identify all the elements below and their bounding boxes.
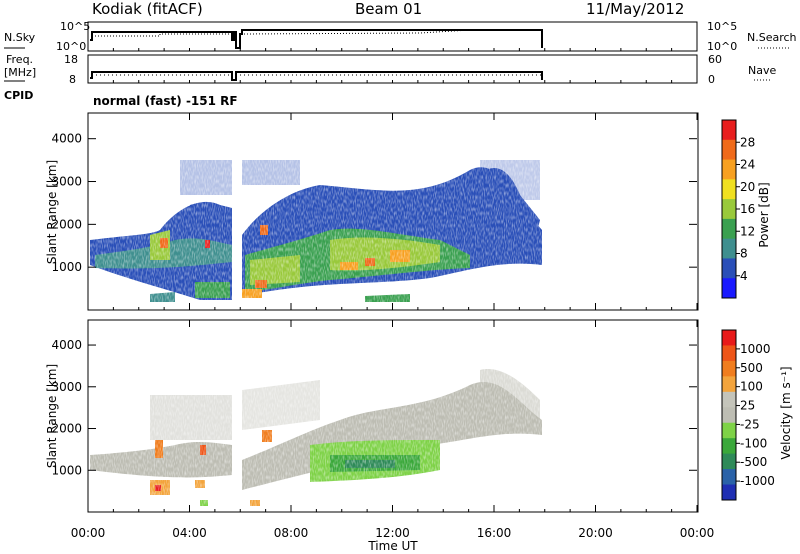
- power-colorbar-label: Power [dB]: [757, 182, 771, 247]
- colorbar-frame: [721, 329, 737, 501]
- velocity-colorbar-label: Velocity [m s⁻¹]: [779, 366, 793, 459]
- colorbar-tick-label: 100: [740, 380, 763, 394]
- nsky-label: N.Sky: [4, 31, 36, 44]
- y-tick-label: 3000: [51, 175, 82, 189]
- x-tick-label: 00:00: [680, 526, 715, 540]
- beam-title: Beam 01: [355, 0, 423, 18]
- freq-unit-label: [MHz]: [4, 66, 36, 79]
- y-tick-label: 2000: [51, 422, 82, 436]
- y-tick-label: 1000: [51, 260, 82, 274]
- y-tick-label: 1000: [51, 463, 82, 477]
- colorbar-segment: [722, 438, 736, 455]
- nsky-tick-top: 10^5: [60, 20, 90, 33]
- power-panel: [87, 112, 699, 311]
- colorbar-tick-label: 12: [740, 224, 755, 238]
- nsearch-label: N.Search: [747, 31, 797, 44]
- x-tick-label: 12:00: [375, 526, 410, 540]
- colorbar-tick-label: 1000: [740, 342, 771, 356]
- date-title: 11/May/2012: [586, 0, 685, 18]
- velocity-ylabel: Slant Range [km]: [45, 364, 59, 468]
- colorbar-segment: [722, 159, 736, 180]
- colorbar-segment: [722, 278, 736, 299]
- y-tick-label: 3000: [51, 380, 82, 394]
- nave-label: Nave: [748, 64, 776, 77]
- colorbar-tick-label: 16: [740, 202, 755, 216]
- colorbar-segment: [722, 453, 736, 470]
- colorbars: 4 8 12 16 20 24 28 1000 500 100 25 -25 -100 -500 -1000: [721, 119, 775, 501]
- colorbar-segment: [722, 469, 736, 486]
- colorbar-tick-label: 500: [740, 361, 763, 375]
- colorbar-segment: [722, 120, 736, 141]
- freq-tick-top: 18: [64, 53, 78, 66]
- colorbar-tick-label: -100: [740, 436, 767, 450]
- axis-ticks: 00:00 04:00 08:00 12:00 16:00 20:00 00:00 1000 2…: [51, 48, 714, 540]
- colorbar-tick-label: 24: [740, 158, 755, 172]
- colorbar-segment: [722, 258, 736, 279]
- colorbar-tick-label: 20: [740, 180, 755, 194]
- colorbar-segment: [722, 238, 736, 259]
- colorbar-segment: [722, 199, 736, 220]
- colorbar-tick-label: -25: [740, 417, 760, 431]
- y-tick-label: 4000: [51, 338, 82, 352]
- x-tick-label: 16:00: [477, 526, 512, 540]
- colorbar-tick-label: 4: [740, 269, 748, 283]
- velocity-panel: [87, 319, 699, 513]
- colorbar-segment: [722, 330, 736, 346]
- colorbar-segment: [722, 360, 736, 377]
- colorbar-segment: [722, 345, 736, 362]
- freq-label: Freq.: [6, 53, 33, 66]
- colorbar-segment: [722, 376, 736, 393]
- cpid-label: CPID: [4, 89, 33, 102]
- cpid-text: normal (fast) -151 RF: [93, 94, 238, 108]
- power-ylabel: Slant Range [km]: [45, 160, 59, 264]
- nave-tick-top: 60: [708, 53, 722, 66]
- x-tick-label: 08:00: [274, 526, 309, 540]
- nsearch-tick-bottom: 10^0: [707, 40, 737, 53]
- strip-panels: [87, 21, 698, 84]
- colorbar-segment: [722, 391, 736, 408]
- colorbar-tick-label: 8: [740, 247, 748, 261]
- y-tick-label: 4000: [51, 132, 82, 146]
- colorbar-tick-label: 25: [740, 399, 755, 413]
- colorbar-segment: [722, 218, 736, 240]
- station-title: Kodiak (fitACF): [92, 0, 203, 18]
- nave-tick-bottom: 0: [708, 73, 715, 86]
- colorbar-segment: [722, 179, 736, 200]
- colorbar-tick-label: 28: [740, 135, 755, 149]
- colorbar-tick-label: -1000: [740, 474, 775, 488]
- x-tick-label: 00:00: [71, 526, 106, 540]
- colorbar-segment: [722, 407, 736, 424]
- colorbar-segment: [722, 484, 736, 501]
- nsky-tick-bottom: 10^0: [56, 40, 86, 53]
- freq-tick-bottom: 8: [69, 73, 76, 86]
- y-tick-label: 2000: [51, 217, 82, 231]
- x-tick-label: 04:00: [172, 526, 207, 540]
- x-axis-label: Time UT: [367, 539, 418, 553]
- nsearch-tick-top: 10^5: [707, 20, 737, 33]
- colorbar-segment: [722, 422, 736, 439]
- x-tick-label: 20:00: [578, 526, 613, 540]
- colorbar-segment: [722, 139, 736, 161]
- colorbar-tick-label: -500: [740, 455, 767, 469]
